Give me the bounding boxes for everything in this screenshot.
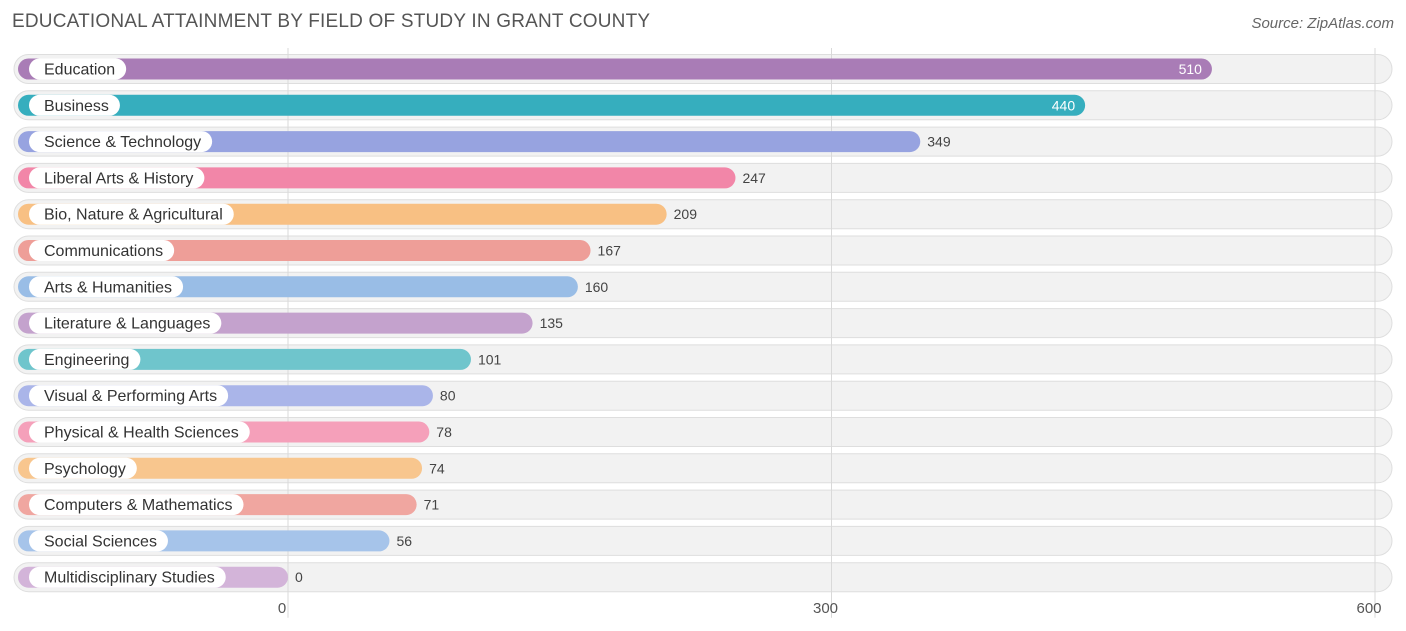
category-label: Arts & Humanities — [44, 279, 172, 296]
x-tick-label: 600 — [1356, 600, 1381, 617]
category-label-pill — [29, 276, 184, 298]
category-label-pill — [29, 167, 205, 189]
category-label-pill — [29, 203, 234, 225]
bar-group: Engineering 101 — [18, 348, 502, 370]
value-label: 74 — [429, 460, 445, 476]
bar — [18, 131, 921, 153]
category-label-pill — [29, 240, 175, 261]
value-label: 440 — [1052, 97, 1076, 113]
category-label: Social Sciences — [44, 533, 157, 550]
bar-group: Science & Technology 349 — [18, 131, 951, 153]
bar-group: Multidisciplinary Studies 0 — [18, 566, 303, 588]
category-label-pill — [29, 385, 229, 407]
bar-group: Liberal Arts & History 247 — [18, 167, 766, 189]
category-label: Communications — [44, 243, 163, 260]
bar-group: Social Sciences 56 — [18, 530, 412, 552]
value-label: 510 — [1179, 61, 1203, 77]
bar-group: Education 510 — [18, 58, 1212, 80]
x-tick-label: 0 — [278, 600, 286, 617]
value-label: 349 — [927, 134, 951, 150]
category-label: Science & Technology — [44, 134, 201, 151]
category-label-pill — [29, 457, 137, 479]
bars: Education 510 Business 440 Science & Technol… — [18, 58, 1212, 588]
bar-group: Communications 167 — [18, 240, 621, 261]
category-label-pill — [29, 494, 244, 516]
chart-source: Source: ZipAtlas.com — [1251, 15, 1394, 32]
category-label-pill — [29, 566, 226, 588]
bar-group: Physical & Health Sciences 78 — [18, 421, 452, 443]
bar-group: Arts & Humanities 160 — [18, 276, 609, 298]
bar-group: Literature & Languages 135 — [18, 312, 564, 334]
value-label: 101 — [478, 351, 502, 367]
chart-title: EDUCATIONAL ATTAINMENT BY FIELD OF STUDY… — [12, 11, 651, 32]
category-label: Engineering — [44, 352, 129, 369]
bar-group: Business 440 — [18, 94, 1086, 116]
category-label-pill — [29, 94, 120, 116]
bar-group: Visual & Performing Arts 80 — [18, 385, 456, 407]
row-background — [13, 562, 1393, 593]
value-label: 0 — [295, 569, 303, 585]
category-label-pill — [29, 421, 250, 443]
value-label: 209 — [674, 206, 698, 222]
category-label: Liberal Arts & History — [44, 170, 193, 187]
category-label-pill — [29, 131, 213, 153]
bar — [18, 58, 1212, 80]
category-label-pill — [29, 348, 141, 370]
value-label: 135 — [540, 315, 564, 331]
category-label: Psychology — [44, 461, 126, 478]
category-label: Physical & Health Sciences — [44, 425, 239, 442]
value-label: 71 — [424, 497, 440, 513]
value-label: 78 — [436, 424, 452, 440]
bar-group: Psychology 74 — [18, 457, 445, 479]
category-label: Education — [44, 62, 115, 79]
category-label-pill — [29, 530, 168, 552]
value-label: 80 — [440, 388, 456, 404]
category-label-pill — [29, 58, 127, 80]
x-axis-ticks: 0 300 600 — [278, 600, 1382, 617]
category-label: Computers & Mathematics — [44, 497, 233, 514]
category-label: Literature & Languages — [44, 316, 210, 333]
category-label: Multidisciplinary Studies — [44, 570, 215, 587]
value-label: 160 — [585, 279, 609, 295]
value-label: 247 — [742, 170, 766, 186]
category-label-pill — [29, 312, 222, 334]
x-tick-label: 300 — [813, 600, 838, 617]
bar-group: Bio, Nature & Agricultural 209 — [18, 203, 698, 225]
bar-group: Computers & Mathematics 71 — [18, 494, 440, 516]
category-label: Business — [44, 98, 109, 115]
value-label: 56 — [396, 533, 412, 549]
category-label: Bio, Nature & Agricultural — [44, 207, 223, 224]
value-label: 167 — [598, 243, 622, 259]
bar — [18, 94, 1086, 116]
category-label: Visual & Performing Arts — [44, 388, 217, 405]
